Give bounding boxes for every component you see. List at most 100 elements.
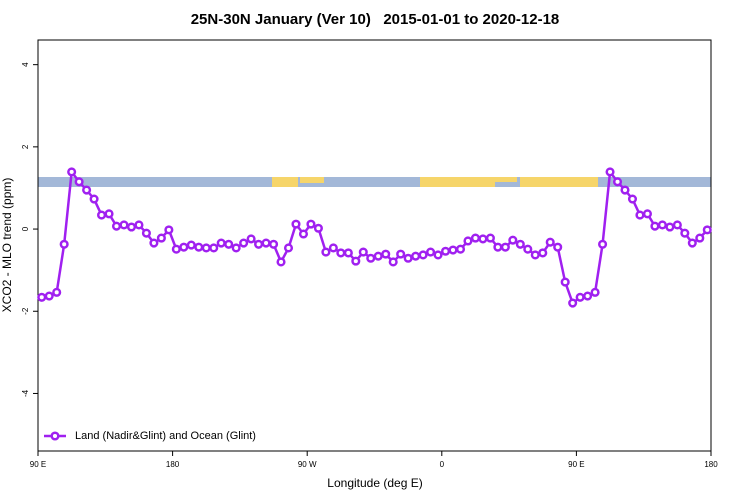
data-point [650,221,660,231]
data-point [224,239,234,249]
data-point [216,238,226,248]
data-point [74,177,84,187]
data-point [134,220,144,230]
data-point [440,246,451,256]
data-point [695,233,705,243]
y-tick-label: 0 [21,226,30,231]
data-point [209,243,219,253]
land-band [272,177,298,187]
y-tick-label: 4 [21,62,30,67]
data-point [612,177,623,187]
x-tick-label: 90 E [568,460,584,469]
data-point [298,229,309,239]
data-point [306,219,316,229]
data-point [246,234,256,244]
data-point [388,257,398,267]
data-point [455,244,466,254]
data-point [52,287,62,297]
data-point [403,253,413,263]
data-point [590,287,600,297]
data-point [119,220,129,230]
data-point [433,250,443,260]
data-point [351,256,361,266]
data-point [321,247,331,257]
data-point [426,247,436,257]
data-point [89,194,99,204]
data-point [156,233,166,243]
data-point [261,238,271,248]
x-axis-label: Longitude (deg E) [327,476,422,490]
land-band [495,177,517,182]
data-point [396,249,406,259]
data-point [411,251,421,261]
data-point [179,242,189,252]
x-tick-label: 0 [440,460,445,469]
legend-marker [50,431,60,441]
data-point [620,185,630,195]
data-point [313,223,323,233]
data-point [97,210,107,220]
data-point [328,243,338,253]
data-point [239,238,249,248]
data-point [44,291,54,301]
data-point [336,248,346,258]
data-point [530,250,540,260]
x-tick-label: 90 W [298,460,317,469]
data-point [59,239,69,249]
y-tick-label: -4 [21,389,30,397]
data-point [702,225,712,235]
data-point [276,257,286,267]
data-point [283,243,294,253]
data-point [463,236,473,246]
legend-label: Land (Nadir&Glint) and Ocean (Glint) [75,430,256,442]
data-point [478,234,488,244]
data-point [269,239,279,249]
data-point [104,209,114,219]
x-tick-label: 90 E [30,460,46,469]
data-point [231,243,241,253]
data-point [186,240,196,250]
data-point [642,209,652,219]
data-point [343,248,353,258]
data-point [291,219,301,229]
data-point [418,250,428,260]
ocean-band [38,177,711,187]
chart-title: 25N-30N January (Ver 10) 2015-01-01 to 2… [191,11,560,28]
data-point [605,167,615,177]
data-point [470,233,481,243]
data-point [635,210,645,220]
data-point [67,167,77,177]
data-point [523,244,533,254]
data-point [149,238,159,248]
x-tick-label: 180 [166,460,180,469]
data-point [366,253,376,263]
data-point [568,298,578,308]
data-point [560,277,570,287]
data-point [358,247,368,257]
y-tick-label: -2 [21,307,30,315]
data-point [37,292,47,302]
data-point [448,245,458,255]
data-point [201,243,211,253]
land-ocean-band [38,177,711,187]
data-point [680,228,690,238]
data-point [194,242,204,252]
data-point [500,242,510,252]
data-point [665,222,675,232]
data-point [598,239,608,249]
data-point [545,237,555,247]
data-point [687,238,697,248]
data-point [672,220,682,230]
data-point [508,235,518,245]
data-point [373,251,383,261]
y-tick-label: 2 [21,144,30,149]
data-point [126,222,137,232]
land-band [520,177,598,187]
data-point [575,292,585,302]
data-point [657,220,667,230]
data-point [171,244,181,254]
data-point [515,239,525,249]
plot-frame [37,39,712,452]
data-point [82,185,92,195]
